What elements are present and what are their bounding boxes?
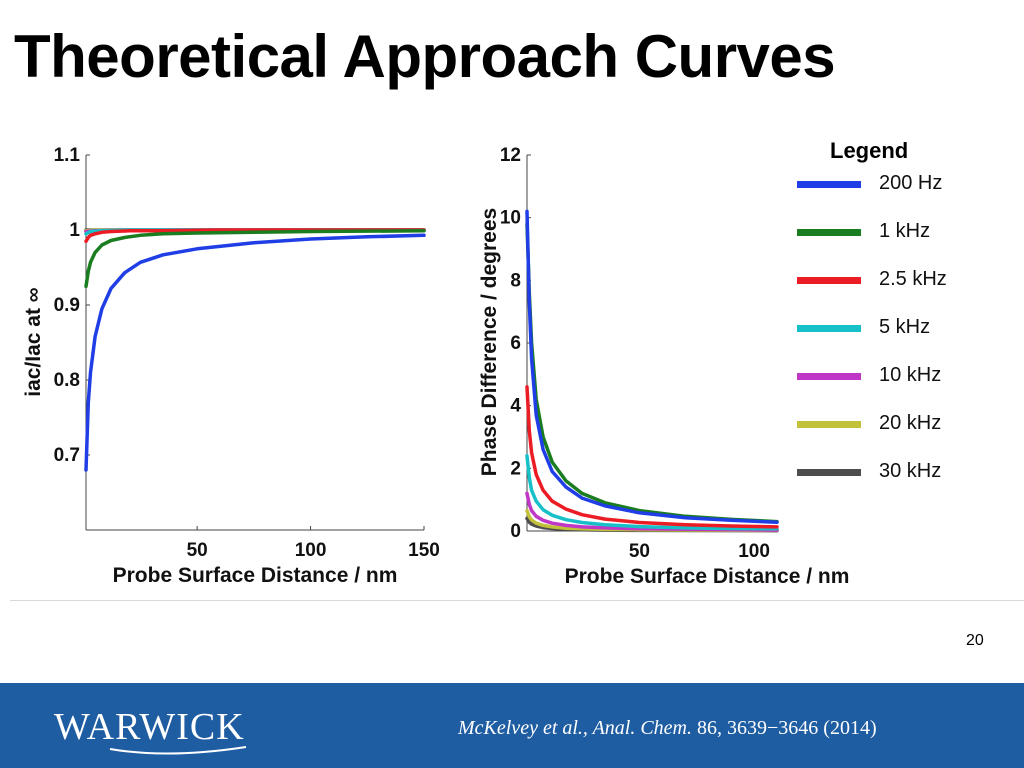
- legend-label: 1 kHz: [879, 220, 931, 242]
- legend-label: 10 kHz: [879, 364, 942, 386]
- legend-swatch: [797, 277, 861, 284]
- chart2-x-tick-label: 100: [738, 541, 770, 562]
- chart2-series-line: [525, 209, 779, 524]
- legend-swatch: [797, 421, 861, 428]
- legend-label: 20 kHz: [879, 412, 942, 434]
- chart2-y-tick-label: 6: [510, 333, 521, 354]
- chart1-y-axis-label: iac/Iac at ∞: [22, 287, 45, 397]
- chart2-series-line: [525, 491, 779, 532]
- legend-item: 1 kHz: [795, 220, 985, 244]
- chart1-y-tick-label: 0.7: [54, 445, 80, 466]
- legend-swatch: [797, 325, 861, 332]
- legend-swatch: [797, 181, 861, 188]
- legend-title: Legend: [830, 138, 909, 163]
- legend-swatch: [797, 469, 861, 476]
- footer-divider: [10, 600, 1024, 601]
- chart2-y-tick-label: 2: [510, 458, 521, 479]
- legend-label: 2.5 kHz: [879, 268, 947, 290]
- legend-label: 200 Hz: [879, 172, 943, 194]
- legend-item: 200 Hz: [795, 172, 985, 196]
- chart1-y-tick-label: 1.1: [54, 145, 81, 166]
- chart1-y-tick-label: 0.9: [54, 295, 80, 316]
- chart2-y-tick-label: 12: [500, 145, 521, 166]
- chart1-y-tick-label: 1: [69, 220, 80, 241]
- legend-item: 2.5 kHz: [795, 268, 985, 292]
- chart1-x-tick-label: 100: [295, 540, 327, 561]
- chart2-y-axis-label: Phase Difference / degrees: [478, 208, 501, 476]
- citation-authors: McKelvey et al., Anal. Chem.: [458, 717, 693, 739]
- legend-item: 30 kHz: [795, 460, 985, 484]
- chart2-series-line: [525, 385, 779, 529]
- chart2-y-tick-label: 0: [510, 521, 521, 542]
- chart2-series-line: [525, 454, 779, 531]
- page-number: 20: [966, 632, 984, 649]
- chart1-series-line: [84, 229, 426, 289]
- legend-item: 5 kHz: [795, 316, 985, 340]
- chart2-y-tick-label: 4: [510, 396, 521, 417]
- chart1-y-tick-label: 0.8: [54, 370, 80, 391]
- legend-item: 20 kHz: [795, 412, 985, 436]
- chart1-x-axis-label: Probe Surface Distance / nm: [113, 564, 398, 587]
- legend-label: 30 kHz: [879, 460, 942, 482]
- chart2-series-line: [525, 222, 779, 524]
- legend-item: 10 kHz: [795, 364, 985, 388]
- chart2-y-tick-label: 8: [510, 270, 521, 291]
- chart1-series-line: [84, 233, 426, 472]
- chart2-x-tick-label: 50: [629, 541, 650, 562]
- slide-title: Theoretical Approach Curves: [14, 23, 836, 90]
- citation-rest: 86, 3639−3646 (2014): [692, 717, 877, 739]
- legend-swatch: [797, 373, 861, 380]
- logo-swash-icon: [109, 746, 247, 755]
- chart2-x-axis-label: Probe Surface Distance / nm: [565, 565, 850, 588]
- legend-label: 5 kHz: [879, 316, 931, 338]
- warwick-logo: WARWICK: [54, 706, 245, 748]
- chart1-series-line: [84, 228, 426, 244]
- chart2-y-tick-label: 10: [500, 208, 521, 229]
- chart1-x-tick-label: 50: [187, 540, 208, 561]
- citation: McKelvey et al., Anal. Chem. 86, 3639−36…: [458, 715, 958, 741]
- footer-bar: WARWICK McKelvey et al., Anal. Chem. 86,…: [0, 683, 1024, 768]
- chart1-x-tick-label: 150: [408, 540, 440, 561]
- legend-swatch: [797, 229, 861, 236]
